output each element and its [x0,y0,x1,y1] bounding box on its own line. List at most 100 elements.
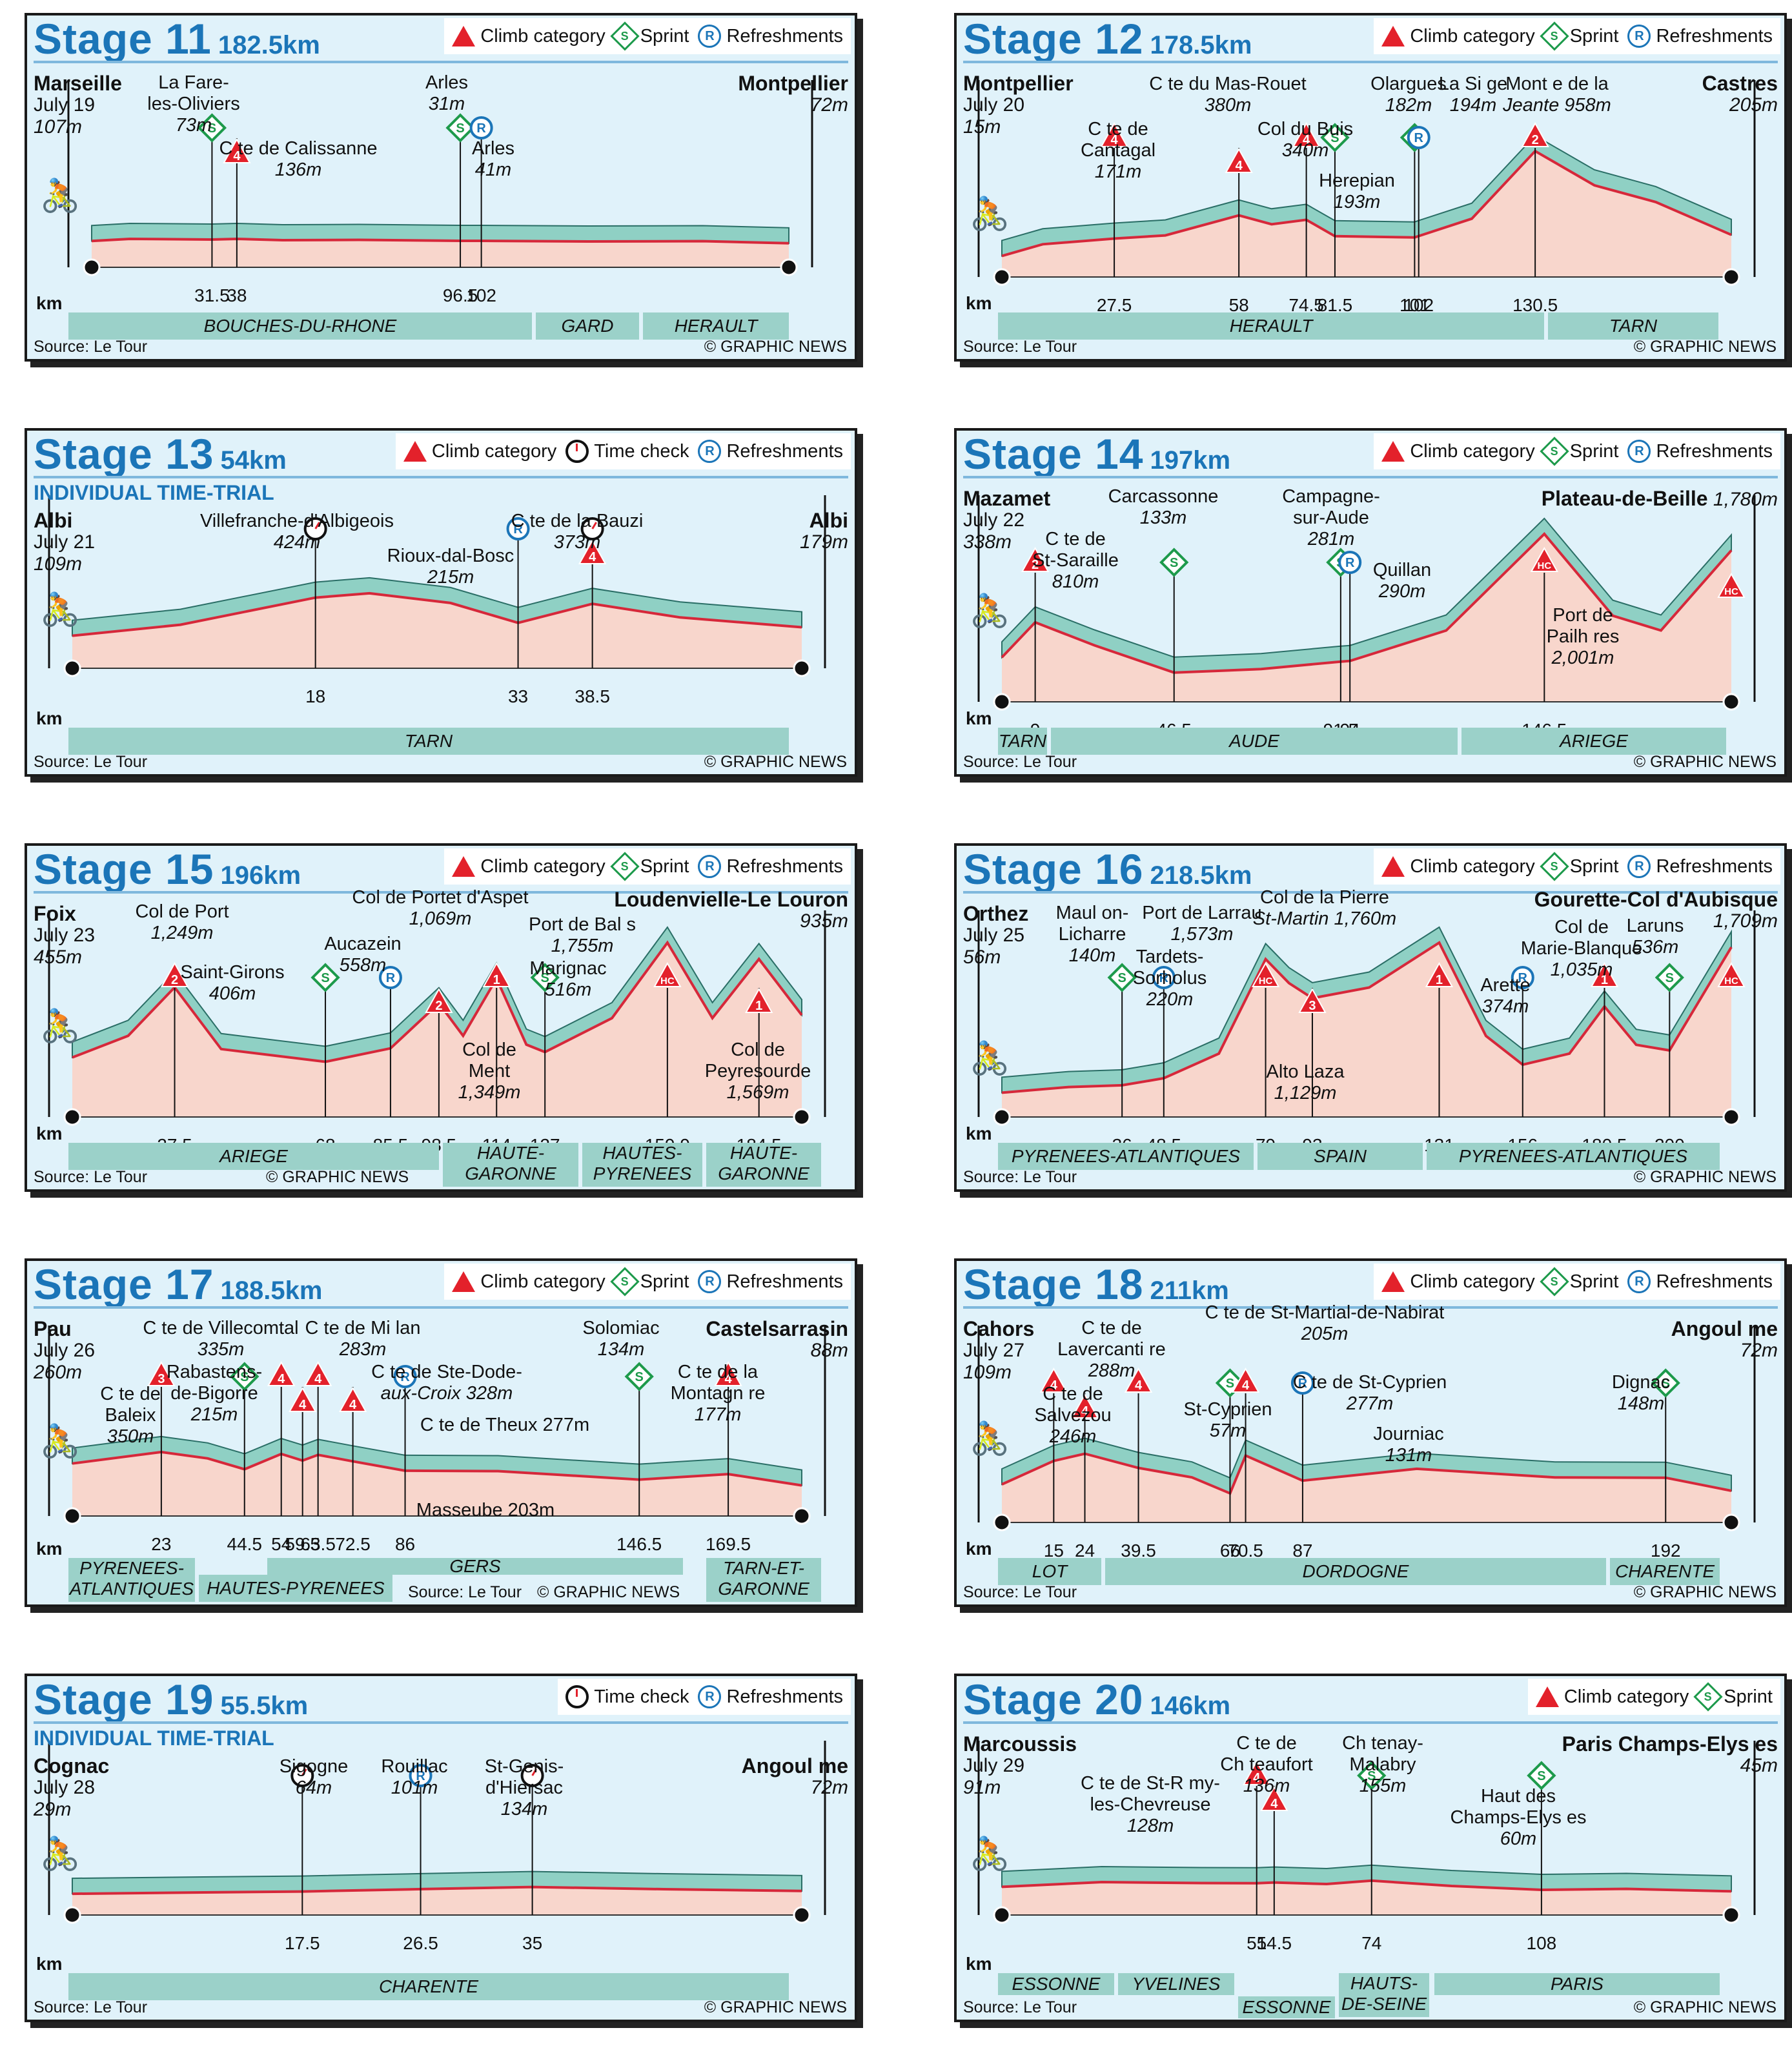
start-height: 107m [34,116,83,138]
climb-marker: 4 [303,1360,332,1386]
place-label: C te de Calissanne 136m [219,138,378,180]
region-band: GARD [536,312,639,340]
climb-triangle [267,1360,296,1386]
title-underline [963,61,1778,63]
legend-sprint-label: Sprint [1569,440,1619,462]
legend: Climb category S Sprint R Refreshments [1374,433,1780,469]
climb-marker: 1 [744,987,773,1013]
legend-climb-label: Climb category [1410,25,1535,46]
climb-marker: 4 [267,1360,296,1386]
km-tick-label: 81.5 [1317,295,1353,315]
stage-distance: 188.5km [220,1276,323,1305]
climb-triangle [288,1386,317,1412]
sprint-icon: S [610,1267,640,1296]
place-label: Arles 31m [425,72,469,114]
km-axis-label: km [966,1123,992,1143]
climb-triangle [1292,121,1321,147]
finish-info: Montpellier 72m [738,72,848,116]
refreshment-marker: R [1290,1371,1314,1395]
refreshment-circle [1338,551,1362,574]
finish-dot [780,258,798,276]
km-tick-label: 169.5 [706,1534,751,1554]
climb-marker: 4 [1231,1367,1260,1393]
climb-triangle [1530,546,1559,572]
climb-marker: HC [1717,572,1746,598]
sprint-marker: S [530,963,560,992]
finish-dot [793,1507,811,1525]
profile-fill [1002,534,1731,702]
sprint-marker: S [624,1362,654,1391]
finish-dot [793,1108,811,1126]
finish-info: Angoul me 72m [741,1754,848,1798]
place-label: Col de Ment 1,349m [458,1040,521,1103]
region-band: PYRENEES-ATLANTIQUES [1427,1143,1720,1170]
start-dot [63,1108,81,1126]
climb-marker: 4 [1124,1367,1153,1393]
place-label: Mont e de la Jeante 958m [1503,74,1611,116]
profile-svg: S4S R [67,80,813,276]
refreshment-circle [469,116,493,139]
place-label: Port de Bal s 1,755m [528,914,636,956]
profile-fill [1002,1880,1731,1915]
sprint-icon: S [1693,1682,1723,1712]
place-label: C te de St-Cyprien 277m [1292,1372,1447,1414]
climb-category: 4 [725,1372,733,1386]
cyclist-icon: 🚴 [970,1040,1010,1076]
place-label: Olargues 182m [1370,74,1447,116]
climb-category: 2 [171,973,178,987]
place-label: Carcassonne 133m [1108,486,1219,528]
climb-icon [1381,1271,1405,1292]
climb-icon [403,441,427,462]
refreshments-icon: R [698,440,722,463]
refreshments-icon: R [1627,440,1651,463]
start-info: Marseille July 19 107m [34,72,122,138]
stage-distance: 218.5km [1150,861,1252,890]
km-axis-label: km [966,293,992,313]
sprint-diamond [624,1362,654,1391]
stage-distance: 211km [1150,1276,1229,1305]
climb-category: 4 [1135,1378,1143,1393]
start-dot [63,659,81,677]
region-band: HAUTE-GARONNE [706,1143,821,1187]
place-label: C te de la Bauzi 373m [511,511,644,553]
climb-icon [452,1271,476,1292]
stopwatch-hand [531,1768,537,1776]
km-tick-label: 24 [1074,1541,1095,1561]
refreshments-icon: R [1627,1270,1651,1293]
km-axis-label: km [36,1539,63,1559]
stopwatch-hand [591,522,597,529]
sprint-marker: S [230,1362,260,1391]
stopwatch-icon [565,1685,589,1708]
region-band: SPAIN [1257,1143,1423,1170]
start-info: Mazamet July 22 338m [963,487,1051,553]
climb-category: 4 [1270,1797,1278,1811]
start-city: Marseille [34,72,122,95]
legend-refreshments-label: Refreshments [1656,855,1773,877]
source-note: Source: Le Tour [34,1168,148,1186]
km-tick-label: 27.5 [1096,295,1132,315]
place-label: Dignac 148m [1611,1372,1671,1414]
climb-category: 1 [1601,973,1608,987]
refreshment-circle [1511,966,1534,989]
climb-triangle [223,138,251,163]
start-info: Marcoussis July 29 91m [963,1732,1077,1798]
credit-note: © GRAPHIC NEWS [1633,1583,1777,1601]
sprint-letter: S [1170,556,1178,570]
climb-category: 3 [1308,999,1316,1013]
place-label: Arette 374m [1480,975,1531,1017]
km-tick-label: 130.5 [1512,295,1558,315]
finish-dot [1722,693,1740,711]
climb-triangle [1100,121,1128,147]
climb-marker: 2 [425,987,453,1013]
place-label: Col du Buis 340m [1257,119,1354,161]
start-info: Cognac July 28 29m [34,1754,110,1820]
region-band: HAUTE-GARONNE [443,1143,578,1187]
place-label: Marignac 516m [529,958,607,1000]
region-band: HAUTES-PYRENEES [199,1575,392,1602]
climb-marker: 4 [1039,1367,1068,1393]
climb-marker: 4 [714,1360,742,1386]
climb-marker: 3 [1298,987,1327,1013]
